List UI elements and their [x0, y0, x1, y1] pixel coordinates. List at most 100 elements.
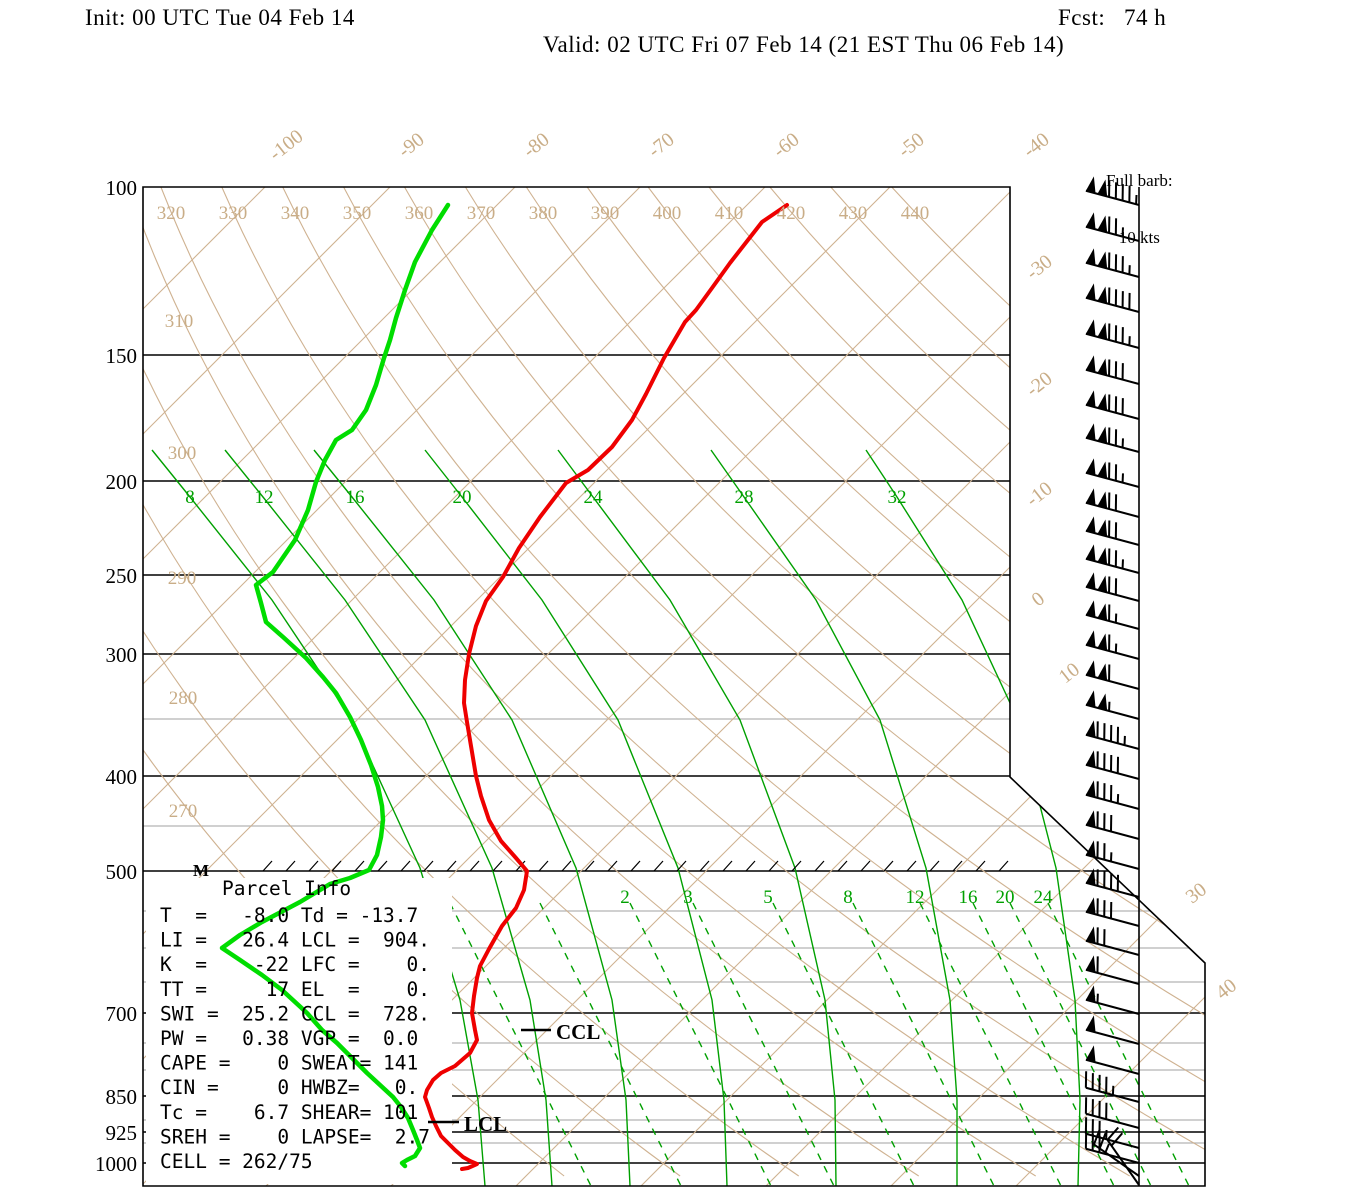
dry-adiabat-label: 340 — [281, 203, 310, 224]
level-markers: CCL LCL M — [193, 861, 600, 1136]
wind-barb — [1085, 390, 1140, 420]
moist-adiabat-label: 24 — [584, 487, 604, 508]
pressure-tick-label: 250 — [106, 564, 138, 588]
dry-adiabat-label: 420 — [777, 203, 806, 224]
dry-adiabat-label: 350 — [343, 203, 372, 224]
wind-barb — [1085, 720, 1140, 750]
isotherm-label: 0 — [1028, 588, 1049, 611]
dry-adiabat-label: 300 — [168, 443, 197, 464]
dry-adiabat-label: 270 — [169, 801, 198, 822]
dry-adiabat-label: 370 — [467, 203, 496, 224]
dry-adiabat-label: 320 — [157, 203, 186, 224]
dry-adiabat-label: 280 — [169, 688, 198, 709]
wind-barb — [1085, 458, 1140, 488]
parcel-info-row: LI = 26.4 LCL = 904. — [160, 929, 430, 952]
wind-barb — [1085, 212, 1140, 242]
mixing-ratio-label: 8 — [843, 887, 853, 908]
moist-adiabat-label: 20 — [453, 487, 472, 508]
wind-barb — [1085, 516, 1140, 546]
pressure-tick-label: 200 — [106, 470, 138, 494]
isotherm-label: -80 — [519, 128, 554, 162]
pressure-tick-label: 700 — [106, 1002, 138, 1026]
wind-barb-column — [1084, 176, 1140, 1186]
parcel-info-row: TT = 17 EL = 0. — [160, 978, 430, 1001]
wind-barb — [1085, 1045, 1140, 1075]
parcel-info-row: K = -22 LFC = 0. — [160, 953, 430, 976]
wind-barb — [1085, 248, 1140, 278]
parcel-info-row: SWI = 25.2 CCL = 728. — [160, 1002, 430, 1025]
valid-time-label: Valid: 02 UTC Fri 07 Feb 14 (21 EST Thu … — [543, 32, 1065, 57]
parcel-info-title: Parcel Info — [222, 877, 351, 900]
isotherm-label: -40 — [1019, 128, 1054, 162]
wind-barb — [1085, 423, 1140, 453]
lcl-marker-label: LCL — [464, 1112, 507, 1136]
wind-barb — [1085, 955, 1140, 985]
wind-barb — [1084, 1097, 1140, 1129]
forecast-hour-label: Fcst: 74 h — [1058, 5, 1167, 30]
pressure-tick-label: 300 — [106, 643, 138, 667]
dry-adiabat-label: 390 — [591, 203, 620, 224]
dry-adiabat-labels: 320 330 340 350 360 370 380 390 400 410 420 430 440 3… — [157, 203, 930, 822]
moist-adiabat-label: 28 — [735, 487, 754, 508]
pressure-tick-label: 100 — [106, 176, 138, 200]
mixing-ratio-labels: 2 3 5 8 12 16 20 24 — [620, 887, 1053, 908]
wind-barb — [1085, 355, 1140, 385]
wind-barb — [1085, 488, 1140, 518]
parcel-info-row: CIN = 0 HWBZ= 0. — [160, 1076, 418, 1099]
parcel-info-row: CELL = 262/75 — [160, 1150, 313, 1173]
isotherm-label: 10 — [1055, 658, 1084, 688]
pressure-tick-label: 925 — [106, 1121, 138, 1145]
temperature-trace — [423, 203, 789, 1171]
parcel-info-row: CAPE = 0 SWEAT= 141 — [160, 1052, 418, 1075]
wind-barb — [1085, 1015, 1140, 1045]
isotherm-label: 40 — [1212, 974, 1241, 1004]
wind-barb — [1085, 600, 1140, 630]
dry-adiabat-label: 430 — [839, 203, 868, 224]
wind-barb — [1085, 319, 1140, 349]
pressure-tick-label: 1000 — [95, 1152, 137, 1176]
pressure-tick-label: 400 — [106, 765, 138, 789]
mixing-ratio-label: 24 — [1034, 887, 1054, 908]
mixing-ratio-label: 12 — [906, 887, 925, 908]
mixing-ratio-label: 3 — [683, 887, 693, 908]
isotherm-label: -20 — [1022, 367, 1057, 401]
wind-barb — [1085, 660, 1140, 690]
moist-adiabat-label: 8 — [185, 487, 195, 508]
isotherm-label: -50 — [894, 128, 929, 162]
pressure-axis-labels: 100 150 200 250 300 400 500 700 850 925 1000 — [95, 176, 137, 1176]
wind-barb — [1085, 810, 1140, 840]
wind-barb — [1085, 176, 1140, 206]
parcel-info-backdrop — [146, 878, 452, 1184]
wind-barb — [1085, 780, 1140, 810]
isotherm-label: -100 — [265, 125, 307, 165]
moist-adiabat-label: 32 — [888, 487, 907, 508]
isotherm-label: -90 — [394, 128, 429, 162]
m-level-label: M — [193, 861, 209, 880]
dewpoint-trace — [219, 202, 451, 1169]
pressure-tick-label: 150 — [106, 344, 138, 368]
wind-barb — [1085, 897, 1140, 927]
moist-adiabat-label: 16 — [346, 487, 365, 508]
hatch-marks-500 — [262, 860, 1009, 872]
wind-barb — [1085, 283, 1140, 313]
wind-barb — [1085, 750, 1140, 780]
isotherm-label: -60 — [769, 128, 804, 162]
dry-adiabat-label: 330 — [219, 203, 248, 224]
mixing-ratio-label: 2 — [620, 887, 630, 908]
plot-field — [143, 187, 1205, 1186]
dry-adiabat-label: 380 — [529, 203, 558, 224]
wind-barb — [1085, 868, 1140, 898]
init-time-label: Init: 00 UTC Tue 04 Feb 14 — [85, 5, 355, 30]
wind-barb — [1085, 630, 1140, 660]
parcel-info-panel: Parcel Info T = -8.0 Td = -13.7LI = 26.4 … — [160, 877, 430, 1173]
mixing-ratio-label: 16 — [959, 887, 978, 908]
isotherm-label: 30 — [1182, 878, 1211, 908]
wind-barb — [1085, 544, 1140, 574]
ccl-marker-label: CCL — [556, 1020, 600, 1044]
mixing-ratio-label: 5 — [763, 887, 773, 908]
wind-barb — [1084, 1132, 1140, 1164]
dry-adiabat-label: 360 — [405, 203, 434, 224]
dry-adiabat-label: 410 — [715, 203, 744, 224]
